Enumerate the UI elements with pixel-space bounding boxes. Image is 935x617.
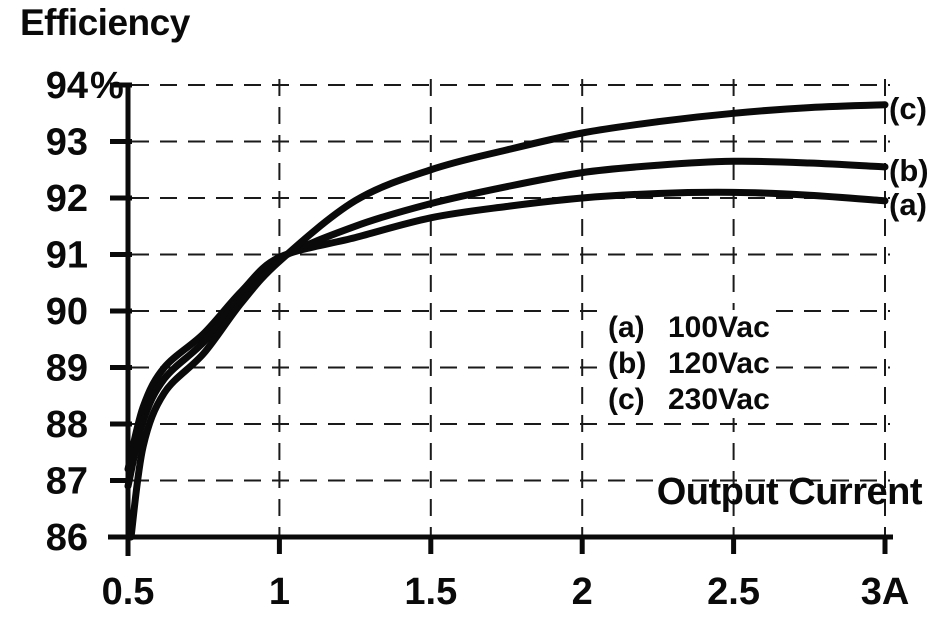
x-axis-title: Output Current <box>656 471 923 513</box>
legend-item-a: (a) 100Vac <box>604 310 776 346</box>
y-tick-label: 89 <box>46 348 88 390</box>
x-tick-label: 1 <box>269 571 290 613</box>
series-c-end-label: (c) <box>889 91 927 126</box>
legend-label: 120Vac <box>668 347 770 380</box>
series-a-end-label: (a) <box>889 187 927 222</box>
series-a-curve <box>124 188 889 473</box>
x-tick-label: 3A <box>861 571 910 613</box>
legend: (a) 100Vac (b) 120Vac (c) 230Vac <box>604 310 776 418</box>
x-tick-label: 2.5 <box>707 571 760 613</box>
legend-label: 230Vac <box>668 383 770 416</box>
legend-item-c: (c) 230Vac <box>604 382 776 418</box>
x-tick-label: 1.5 <box>404 571 457 613</box>
y-tick-suffix: % <box>90 65 124 107</box>
y-tick-label: 90 <box>46 291 88 333</box>
y-tick-label: 94 <box>46 65 88 107</box>
x-tick-label: 0.5 <box>102 571 155 613</box>
y-tick-label: 86 <box>46 517 88 559</box>
series-b-curve <box>124 157 889 490</box>
y-tick-label: 87 <box>46 461 88 503</box>
x-tick-label: 2 <box>572 571 593 613</box>
legend-label: 100Vac <box>668 311 770 344</box>
legend-item-b: (b) 120Vac <box>604 346 776 382</box>
y-tick-label: 88 <box>46 404 88 446</box>
series-b-end-label: (b) <box>889 153 929 188</box>
y-tick-label: 91 <box>46 235 88 277</box>
y-tick-label: 93 <box>46 122 88 164</box>
legend-marker: (b) <box>608 347 647 380</box>
y-tick-label: 92 <box>46 178 88 220</box>
legend-marker: (c) <box>608 383 645 416</box>
chart-title: Efficiency <box>20 2 190 43</box>
legend-marker: (a) <box>608 311 645 344</box>
series-c-curve <box>127 101 889 541</box>
